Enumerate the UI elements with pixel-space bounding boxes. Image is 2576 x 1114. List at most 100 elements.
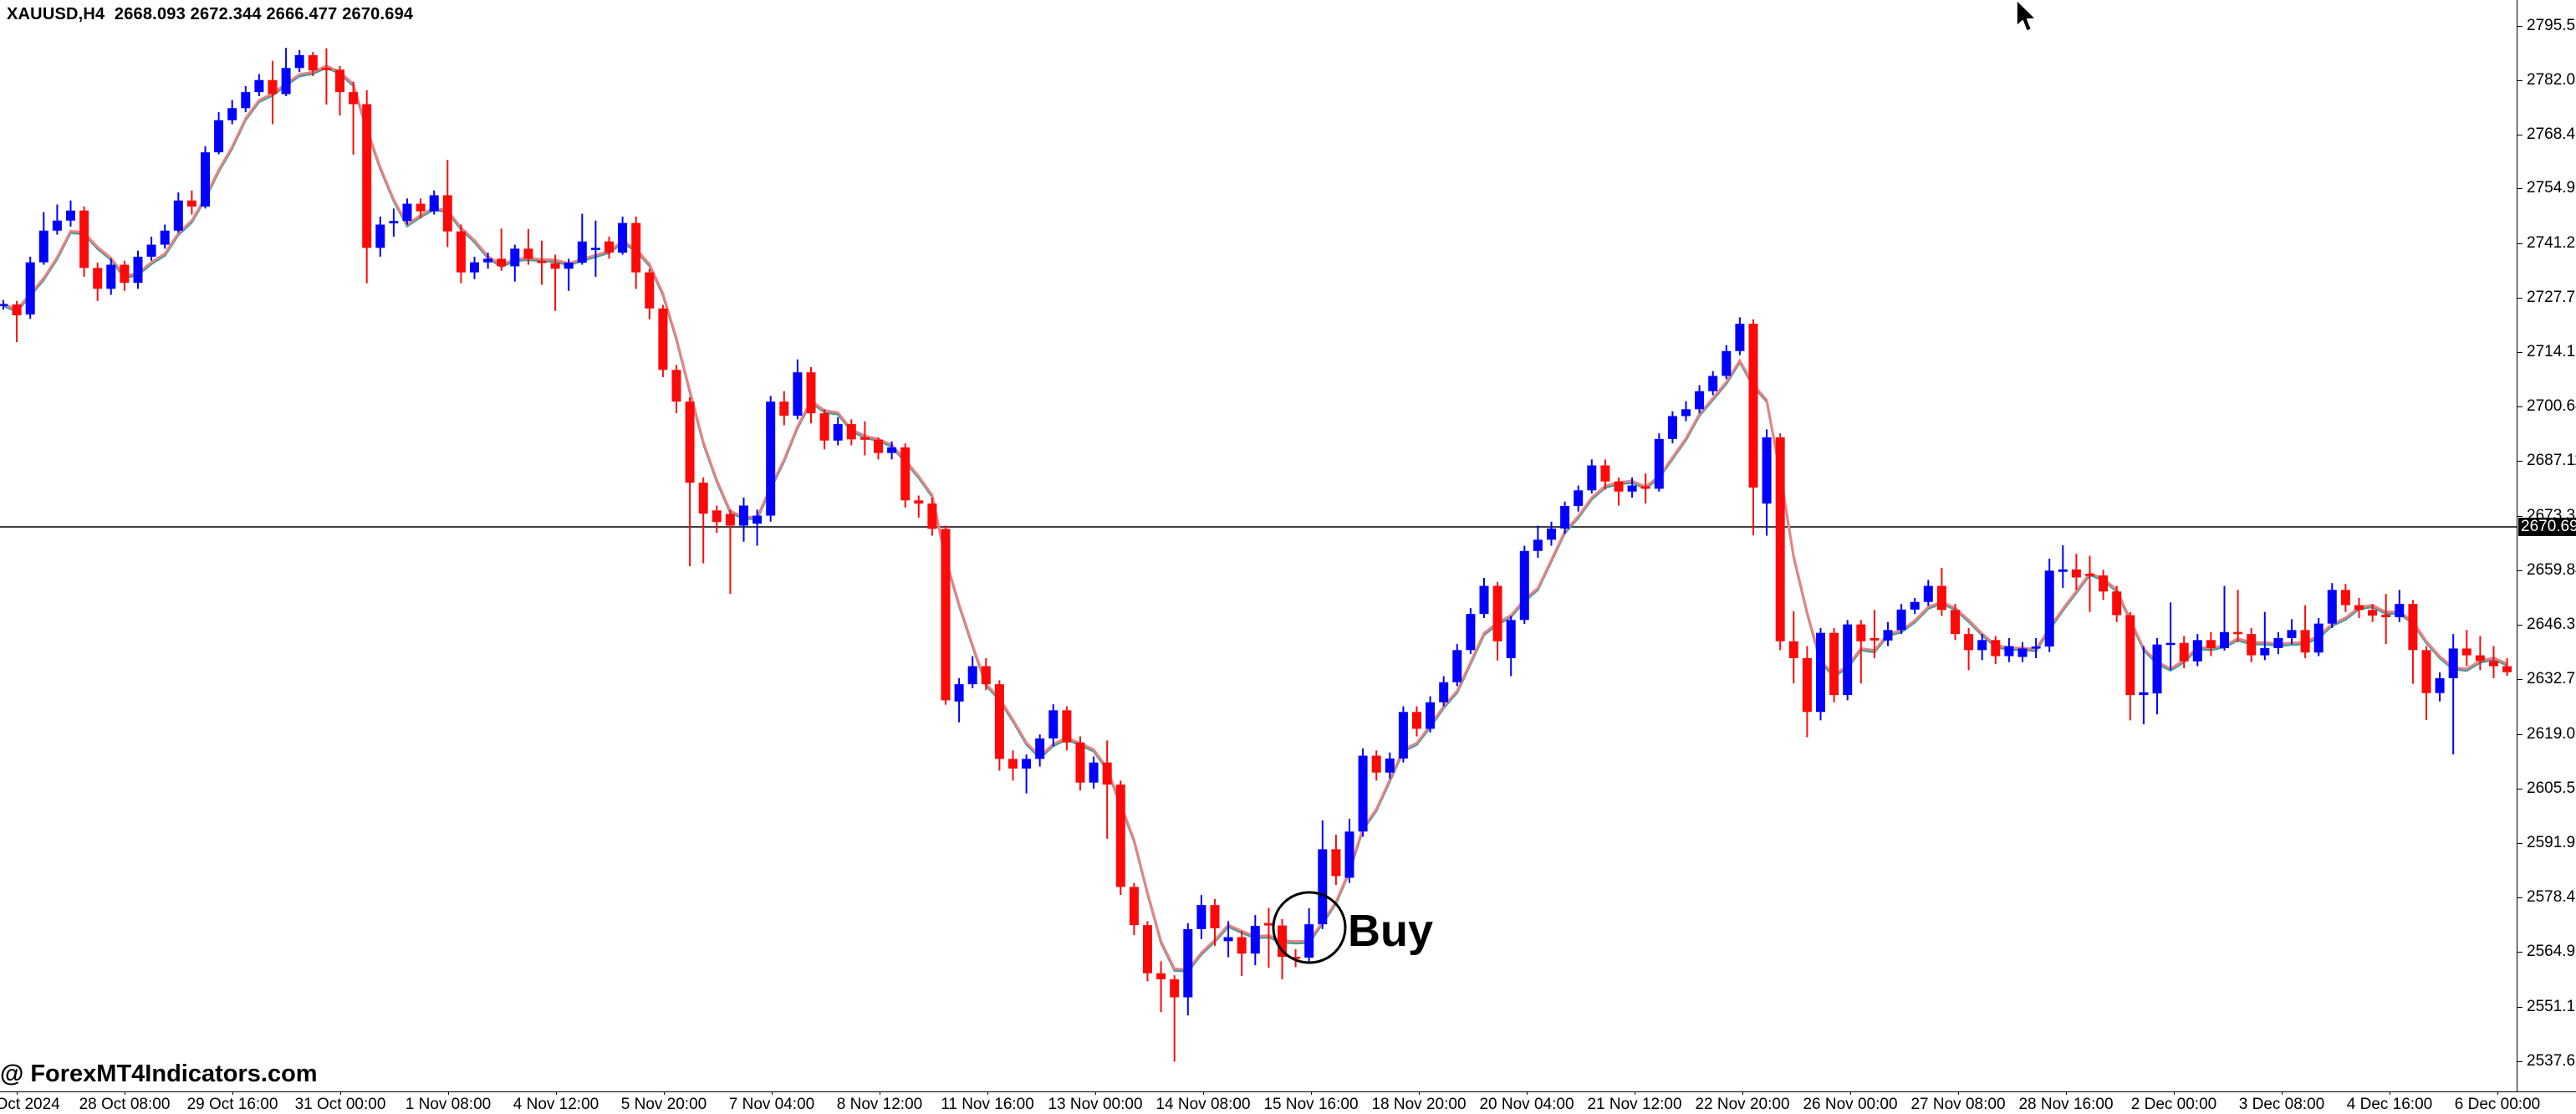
price-tick-label: 2619.050 — [2527, 724, 2576, 743]
candle-body — [927, 503, 937, 529]
candle-body — [1291, 957, 1301, 959]
time-tick-label: 11 Nov 16:00 — [941, 1096, 1034, 1113]
candle-body — [93, 268, 103, 289]
candle-body — [671, 370, 681, 402]
candle-body — [1708, 376, 1718, 391]
time-tick-label: 26 Nov 00:00 — [1803, 1096, 1898, 1113]
candle-body — [1075, 742, 1085, 783]
time-tick-mark — [2066, 1091, 2067, 1095]
candle-body — [2017, 648, 2028, 657]
candle-body — [1600, 465, 1610, 482]
candle-body — [1263, 922, 1273, 926]
candle-body — [2220, 631, 2229, 648]
candle-body — [2287, 630, 2297, 638]
candle-body — [2112, 591, 2122, 616]
time-tick-label: 31 Oct 00:00 — [294, 1096, 386, 1113]
candle-body — [1210, 905, 1220, 928]
candle-body — [523, 248, 533, 259]
price-tick-mark — [2517, 406, 2522, 408]
candle-body — [1156, 973, 1166, 979]
candle-body — [1775, 437, 1785, 641]
time-tick-label: 18 Nov 20:00 — [1371, 1096, 1467, 1113]
time-tick-label: 27 Nov 08:00 — [1910, 1096, 2006, 1113]
candle-body — [2489, 661, 2498, 667]
candle-body — [12, 304, 22, 316]
candle-body — [1250, 926, 1260, 954]
candle-body — [442, 195, 452, 232]
candle-body — [146, 244, 156, 257]
candle-body — [1802, 657, 1812, 713]
candle-body — [2192, 640, 2202, 662]
candle-body — [2340, 590, 2350, 606]
candle-body — [1923, 585, 1933, 602]
candle-body — [658, 308, 668, 370]
candle-body — [1022, 759, 1032, 769]
candle-body — [739, 505, 748, 526]
candle-body — [1115, 784, 1125, 887]
candle-body — [577, 241, 587, 263]
candle-body — [402, 203, 412, 222]
candle-body — [2247, 634, 2257, 656]
buy-circle-annotation — [1272, 891, 1347, 964]
price-tick-label: 2700.640 — [2527, 397, 2576, 416]
time-tick-label: 2 Dec 00:00 — [2130, 1096, 2217, 1113]
candle-body — [2475, 655, 2485, 662]
candle-body — [2354, 605, 2364, 611]
candle-body — [1278, 925, 1287, 958]
time-tick-label: 28 Oct 08:00 — [79, 1096, 171, 1113]
candle-body — [214, 120, 224, 153]
candle-body — [2408, 604, 2418, 651]
candle-body — [1870, 637, 1880, 641]
price-tick-label: 2632.785 — [2527, 669, 2576, 687]
candle-body — [497, 258, 507, 267]
candle-body — [133, 256, 143, 284]
time-tick-mark — [340, 1091, 341, 1095]
candle-body — [2421, 650, 2431, 693]
candle-body — [725, 514, 735, 526]
candle-body — [1358, 755, 1368, 832]
symbol-ohlc-line: XAUUSD,H4 2668.093 2672.344 2666.477 267… — [7, 5, 414, 23]
candle-body — [1439, 682, 1449, 703]
time-tick-label: 22 Nov 20:00 — [1695, 1096, 1790, 1113]
price-tick-label: 2741.230 — [2527, 234, 2576, 253]
candle-body — [375, 224, 385, 248]
candle-body — [793, 372, 803, 416]
candle-body — [1856, 624, 1866, 641]
time-tick-mark — [772, 1091, 773, 1095]
candle-body — [0, 304, 8, 307]
candle-body — [1816, 632, 1825, 713]
candle-body — [954, 684, 964, 702]
candle-body — [120, 264, 130, 284]
price-tick-mark — [2517, 678, 2522, 680]
signal-line — [3, 66, 2508, 973]
candle-body — [2004, 646, 2014, 657]
candle-body — [604, 241, 614, 253]
price-tick-mark — [2517, 79, 2522, 81]
candle-body — [2300, 630, 2310, 653]
candle-body — [1479, 585, 1489, 615]
price-tick-label: 2551.195 — [2527, 997, 2576, 1015]
time-tick-mark — [1527, 1091, 1528, 1095]
candle-body — [1492, 585, 1502, 641]
candle-body — [1304, 924, 1314, 958]
candle-body — [2327, 590, 2337, 624]
time-tick-label: 8 Nov 12:00 — [836, 1096, 923, 1113]
time-tick-label: 29 Oct 16:00 — [186, 1096, 278, 1113]
candle-body — [2368, 610, 2378, 616]
time-tick-label: 4 Nov 12:00 — [513, 1096, 599, 1113]
candle-body — [349, 92, 359, 105]
time-tick-label: 15 Nov 16:00 — [1263, 1096, 1359, 1113]
candle-body — [160, 230, 170, 245]
candle-body — [537, 260, 547, 263]
candle-body — [1412, 712, 1421, 729]
candle-body — [1331, 849, 1341, 876]
candle-body — [2381, 615, 2391, 617]
candle-body — [1614, 481, 1624, 492]
price-tick-mark — [2517, 243, 2522, 245]
candle-body — [2448, 648, 2458, 678]
candle-body — [1748, 324, 1758, 488]
price-tick-mark — [2517, 1060, 2522, 1062]
candle-body — [1829, 632, 1839, 696]
candle-body — [1547, 528, 1556, 540]
